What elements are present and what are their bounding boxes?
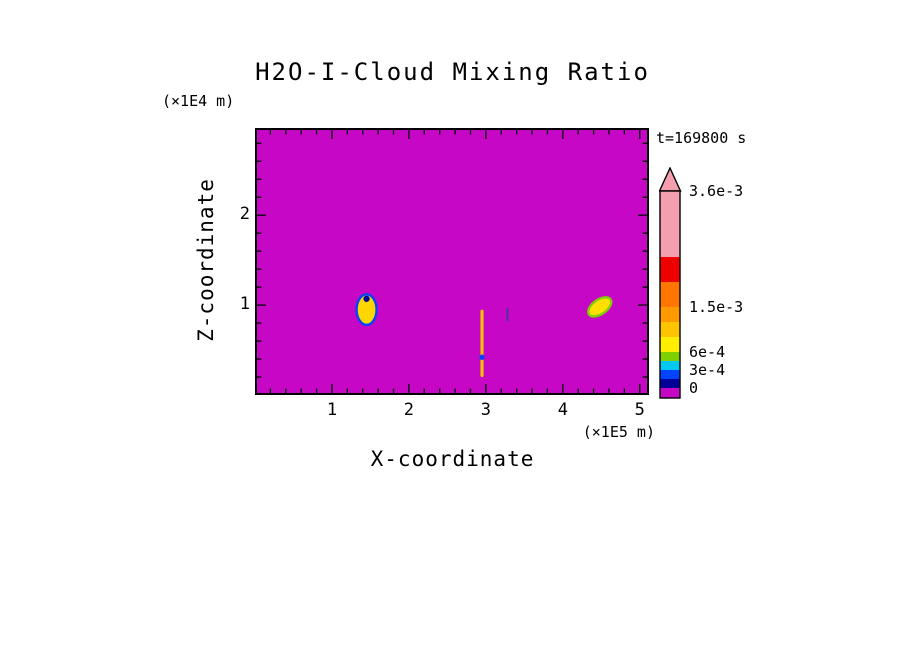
colorbar-tick-label: 3e-4 — [689, 361, 725, 379]
colorbar-tick-label: 3.6e-3 — [689, 182, 743, 200]
colorbar-segment — [660, 361, 680, 370]
colorbar-segment — [660, 370, 680, 379]
colorbar-arrow-tip — [659, 167, 682, 192]
heatmap-field — [255, 128, 649, 395]
colorbar-segment — [660, 337, 680, 352]
colorbar-tick-label: 0 — [689, 379, 698, 397]
colorbar-segment — [660, 307, 680, 322]
x-tick-label: 3 — [480, 400, 491, 420]
field-background — [255, 128, 649, 395]
x-axis-title: X-coordinate — [370, 447, 535, 471]
y-tick-label: 2 — [239, 204, 250, 225]
colorbar-segment — [660, 282, 680, 307]
x-tick-label: 2 — [403, 400, 415, 420]
x-tick-label: 5 — [634, 400, 645, 420]
colorbar-tick-label: 1.5e-3 — [689, 298, 743, 316]
colorbar-tick-label: 6e-4 — [689, 343, 725, 361]
colorbar: 0 3e-4 6e-4 1.5e-3 3.6e-3 — [659, 167, 769, 407]
cloud-blob-left — [355, 293, 378, 327]
y-axis-units-label: (×1E4 m) — [162, 92, 235, 110]
colorbar-segment — [660, 379, 680, 388]
y-tick-label: 1 — [239, 294, 250, 315]
x-axis-units-label: (×1E5 m) — [582, 423, 655, 441]
colorbar-segment — [660, 322, 680, 337]
cloud-streak-center — [480, 309, 484, 378]
timestamp-label: t=169800 s — [656, 129, 747, 147]
x-tick-label: 4 — [557, 400, 568, 420]
y-axis-title: Z-coordinate — [194, 178, 218, 342]
plot-area — [255, 128, 649, 395]
colorbar-segment — [660, 191, 680, 257]
colorbar-scale: 03e-46e-4 1.5e-3 3.6e-3 — [659, 167, 743, 399]
cloud-blob-right — [587, 296, 613, 318]
colorbar-segment — [660, 388, 680, 398]
chart-title: H2O-I-Cloud Mixing Ratio — [255, 58, 650, 86]
colorbar-segment — [660, 257, 680, 282]
colorbar-segment — [660, 352, 680, 361]
x-tick-label: 1 — [326, 400, 338, 420]
cloud-dash-center-right — [506, 307, 509, 322]
